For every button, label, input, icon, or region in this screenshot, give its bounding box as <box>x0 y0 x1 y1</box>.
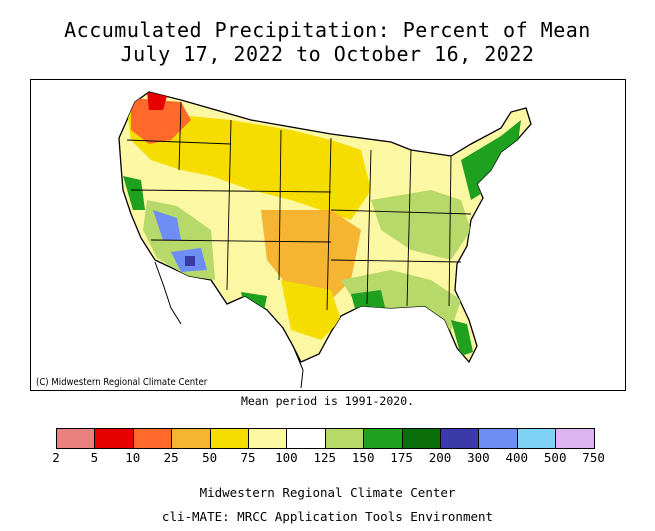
very-wet-mississippi <box>351 290 387 316</box>
legend-tick-label: 50 <box>202 450 218 465</box>
legend-swatch <box>325 429 365 448</box>
legend-swatch <box>402 429 441 448</box>
wet-midwest <box>371 190 471 260</box>
legend-swatch <box>556 429 595 448</box>
dry-northwest-region <box>127 110 371 220</box>
legend-swatch <box>133 429 173 448</box>
legend-swatch <box>172 429 211 448</box>
legend-tick-label: 300 <box>467 450 490 465</box>
state-boundaries <box>126 101 472 311</box>
map-title-line1: Accumulated Precipitation: Percent of Me… <box>64 18 591 42</box>
map-title-line2: July 17, 2022 to October 16, 2022 <box>120 42 535 66</box>
legend-tick-label: 100 <box>275 450 298 465</box>
legend-swatch <box>57 429 96 448</box>
wet-texas-west <box>241 292 267 316</box>
legend-swatch <box>287 429 326 448</box>
dry-texas-region <box>281 280 341 340</box>
legend-swatch <box>210 429 249 448</box>
color-legend <box>56 428 596 449</box>
legend-swatch <box>364 429 403 448</box>
legend-tick-label: 150 <box>351 450 375 465</box>
legend-swatch <box>479 429 518 448</box>
legend-swatch <box>95 429 134 448</box>
legend-tick-label: 10 <box>125 450 141 465</box>
legend-tick-label: 200 <box>428 450 452 465</box>
copyright-notice: (C) Midwestern Regional Climate Center <box>36 377 208 388</box>
legend-swatch <box>517 429 557 448</box>
footer-tool: cli-MATE: MRCC Application Tools Environ… <box>161 509 494 524</box>
legend-swatch <box>440 429 480 448</box>
legend-tick-label: 750 <box>582 450 605 465</box>
legend-tick-label: 75 <box>240 450 256 465</box>
legend-ticks: 2 5 10 25 50 75 100 125 150 175 200 300 400 500 750 <box>52 450 605 466</box>
precipitation-map: (C) Midwestern Regional Climate Center <box>30 79 626 391</box>
very-wet-nevada <box>153 210 181 240</box>
legend-tick-label: 400 <box>505 450 529 465</box>
very-dry-washington <box>131 98 191 144</box>
legend-swatch <box>248 429 288 448</box>
wet-florida <box>451 320 473 356</box>
legend-tick-label: 500 <box>543 450 567 465</box>
mexico-gulf-coast <box>292 345 304 389</box>
baja-coastline <box>154 261 182 325</box>
footer-org: Midwestern Regional Climate Center <box>199 485 456 500</box>
wet-california-coast <box>123 176 145 210</box>
legend-tick-label: 5 <box>90 450 99 465</box>
legend-tick-label: 125 <box>313 450 337 465</box>
purple-arizona <box>185 256 195 266</box>
severe-dry-puget <box>147 92 167 110</box>
dry-plains-region <box>261 210 361 300</box>
wet-northeast <box>461 120 521 200</box>
us-map-svg <box>118 91 532 389</box>
legend-tick-label: 2 <box>52 450 60 465</box>
mean-period-note: Mean period is 1991-2020. <box>240 394 415 408</box>
legend-tick-label: 175 <box>390 450 413 465</box>
legend-tick-label: 25 <box>163 450 179 465</box>
